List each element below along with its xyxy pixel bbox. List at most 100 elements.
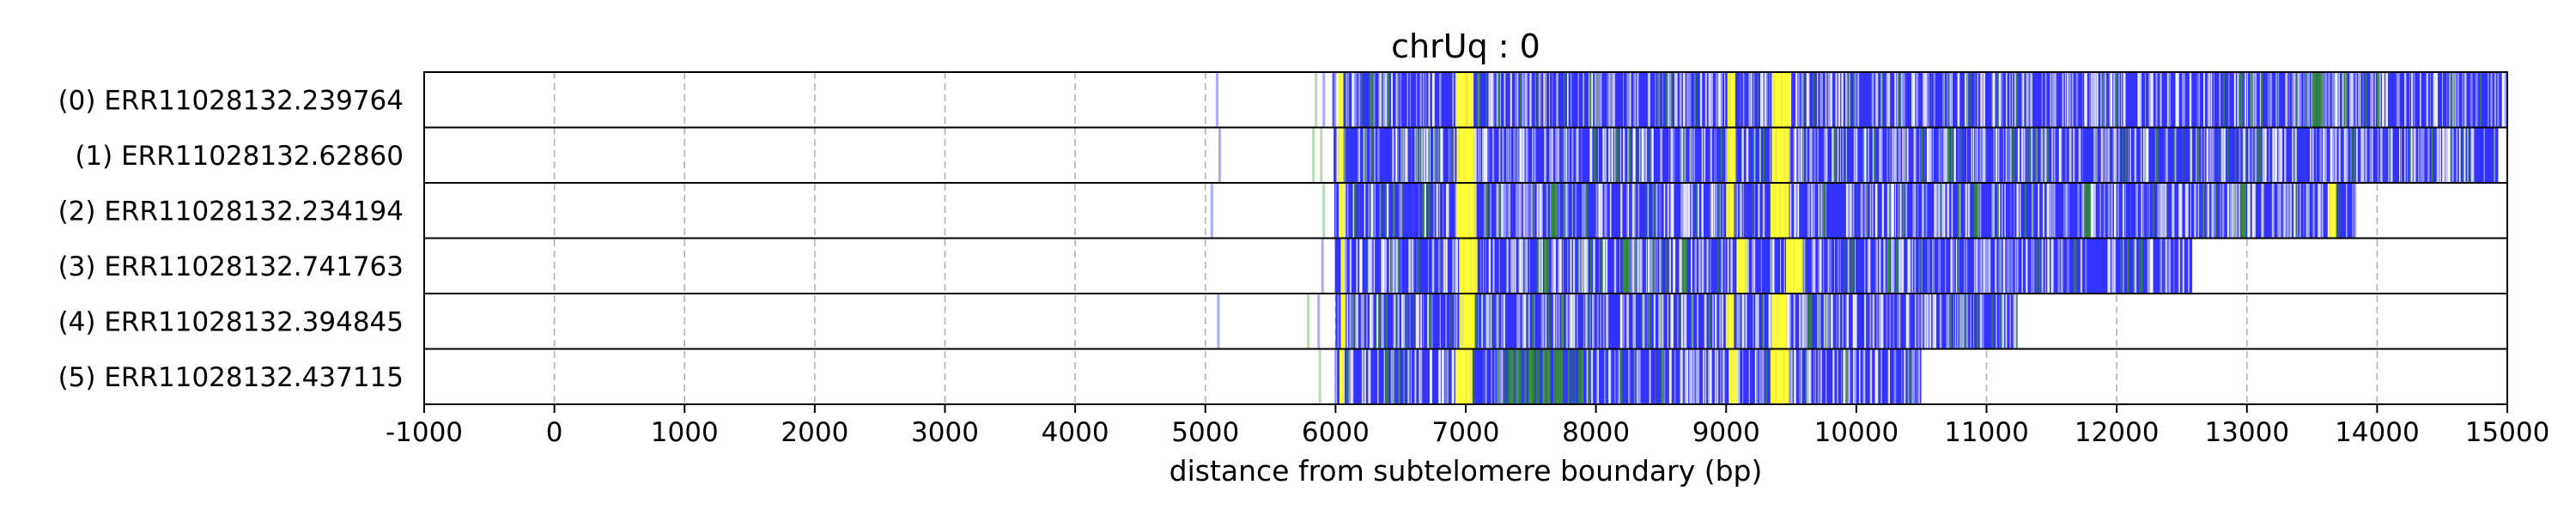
texture-stripe — [2160, 238, 2163, 294]
texture-stripe — [2145, 127, 2148, 183]
texture-stripe — [2231, 183, 2234, 239]
texture-stripe — [1864, 348, 1866, 404]
texture-stripe — [2063, 183, 2065, 239]
texture-stripe — [1552, 127, 1554, 183]
texture-stripe — [1433, 127, 1435, 183]
texture-stripe — [1522, 294, 1524, 349]
texture-stripe — [1622, 294, 1623, 349]
texture-stripe — [1627, 183, 1630, 239]
texture-stripe — [1436, 183, 1439, 239]
texture-stripe — [1380, 183, 1382, 239]
texture-stripe — [2042, 183, 2045, 239]
texture-stripe — [2419, 127, 2421, 183]
texture-stripe — [2092, 72, 2094, 128]
texture-stripe — [1523, 238, 1526, 294]
texture-stripe — [2278, 127, 2281, 183]
texture-stripe — [1735, 127, 1737, 183]
texture-stripe — [2138, 72, 2141, 128]
texture-stripe — [1842, 127, 1844, 183]
texture-stripe — [1349, 294, 1352, 349]
texture-stripe — [1836, 294, 1838, 349]
texture-stripe — [1870, 348, 1873, 404]
texture-stripe — [1505, 183, 1507, 239]
texture-stripe — [2053, 127, 2055, 183]
texture-stripe — [1637, 183, 1640, 239]
texture-stripe — [1847, 238, 1850, 294]
texture-stripe — [2084, 72, 2087, 128]
texture-stripe — [1668, 72, 1672, 128]
texture-stripe — [1837, 348, 1838, 404]
texture-stripe — [2044, 238, 2046, 294]
texture-stripe — [1431, 294, 1433, 349]
texture-stripe — [2110, 72, 2112, 128]
texture-stripe — [2017, 238, 2018, 294]
green-band — [1807, 294, 1813, 349]
yellow-band-stripe — [1783, 348, 1785, 404]
texture-stripe — [2262, 183, 2264, 239]
texture-stripe — [2176, 72, 2178, 128]
texture-stripe — [1601, 238, 1603, 294]
yellow-band-stripe — [2334, 183, 2336, 239]
texture-stripe — [2009, 72, 2011, 128]
texture-stripe — [1528, 294, 1530, 349]
texture-stripe — [1889, 294, 1892, 349]
texture-stripe — [1407, 127, 1409, 183]
texture-stripe — [1832, 294, 1833, 349]
texture-stripe — [1658, 183, 1660, 239]
texture-stripe — [1947, 72, 1949, 128]
texture-stripe — [1388, 238, 1391, 294]
texture-stripe — [2197, 183, 2199, 239]
texture-stripe — [2196, 72, 2198, 128]
texture-stripe — [2211, 183, 2214, 239]
texture-stripe — [1483, 183, 1485, 239]
texture-stripe — [1416, 238, 1418, 294]
texture-stripe — [1437, 127, 1439, 183]
texture-stripe — [1641, 238, 1643, 294]
texture-stripe — [1668, 238, 1670, 294]
texture-stripe — [1689, 348, 1690, 404]
texture-stripe — [1700, 72, 1702, 128]
texture-stripe — [1793, 127, 1795, 183]
texture-stripe — [1585, 238, 1588, 294]
texture-stripe — [1886, 183, 1890, 239]
texture-stripe — [1510, 238, 1512, 294]
texture-stripe — [1571, 183, 1573, 239]
texture-stripe — [1709, 72, 1711, 128]
texture-stripe — [1695, 183, 1698, 239]
texture-stripe — [1753, 72, 1755, 128]
texture-stripe — [1358, 72, 1361, 128]
texture-stripe — [1949, 294, 1953, 349]
texture-stripe — [2431, 127, 2433, 183]
texture-stripe — [2059, 127, 2061, 183]
texture-stripe — [1846, 294, 1850, 349]
texture-stripe — [1841, 348, 1842, 404]
texture-stripe — [1478, 294, 1479, 349]
texture-stripe — [1673, 238, 1674, 294]
texture-stripe — [1609, 183, 1612, 239]
texture-stripe — [1953, 127, 1956, 183]
texture-stripe — [2312, 183, 2315, 239]
texture-stripe — [1407, 348, 1410, 404]
texture-stripe — [1394, 294, 1396, 349]
texture-stripe — [1517, 72, 1519, 128]
yellow-band-stripe — [1460, 294, 1462, 349]
texture-stripe — [1745, 294, 1747, 349]
yellow-band — [1456, 183, 1475, 239]
texture-stripe — [1346, 183, 1349, 239]
texture-stripe — [1438, 348, 1441, 404]
texture-stripe — [1381, 294, 1383, 349]
texture-stripe — [2111, 183, 2112, 239]
texture-stripe — [2051, 183, 2054, 239]
texture-stripe — [1837, 127, 1839, 183]
texture-stripe — [1799, 294, 1801, 349]
texture-stripe — [1878, 294, 1880, 349]
texture-stripe — [1390, 238, 1392, 294]
texture-stripe — [2047, 238, 2050, 294]
texture-stripe — [2123, 183, 2124, 239]
texture-stripe — [1746, 127, 1749, 183]
texture-stripe — [1484, 127, 1486, 183]
texture-stripe — [1804, 238, 1806, 294]
texture-stripe — [1538, 238, 1540, 294]
texture-stripe — [2048, 183, 2050, 239]
texture-stripe — [1701, 127, 1703, 183]
